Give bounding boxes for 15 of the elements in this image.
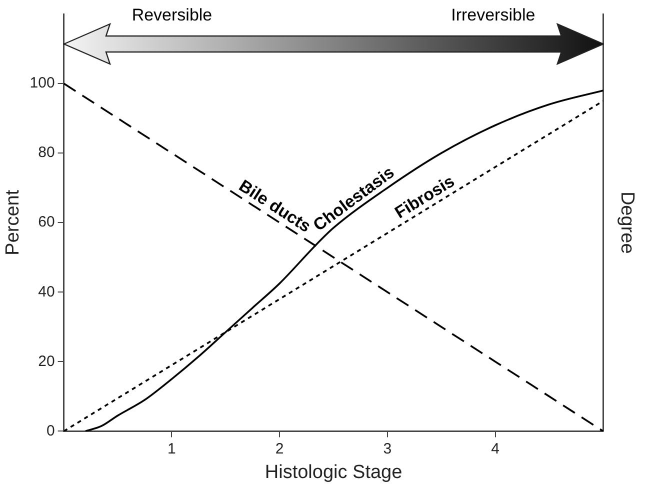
y-axis-title: Percent xyxy=(2,189,24,256)
y-tick-label: 40 xyxy=(38,283,55,300)
y-tick-label: 100 xyxy=(30,74,55,92)
y-tick-label: 80 xyxy=(38,144,55,162)
x-tick-label: 2 xyxy=(275,440,284,458)
annotation: Reversible xyxy=(132,6,212,25)
y2-axis-title: Degree xyxy=(616,191,638,254)
x-tick-label: 1 xyxy=(168,440,176,458)
x-tick-label: 3 xyxy=(383,440,392,458)
y-tick-label: 0 xyxy=(46,422,55,440)
annotation: Irreversible xyxy=(451,6,536,25)
y-tick-label: 20 xyxy=(38,352,55,370)
x-tick-label: 4 xyxy=(491,440,500,458)
y-tick-label: 60 xyxy=(38,214,55,231)
x-axis-title: Histologic Stage xyxy=(264,462,402,483)
